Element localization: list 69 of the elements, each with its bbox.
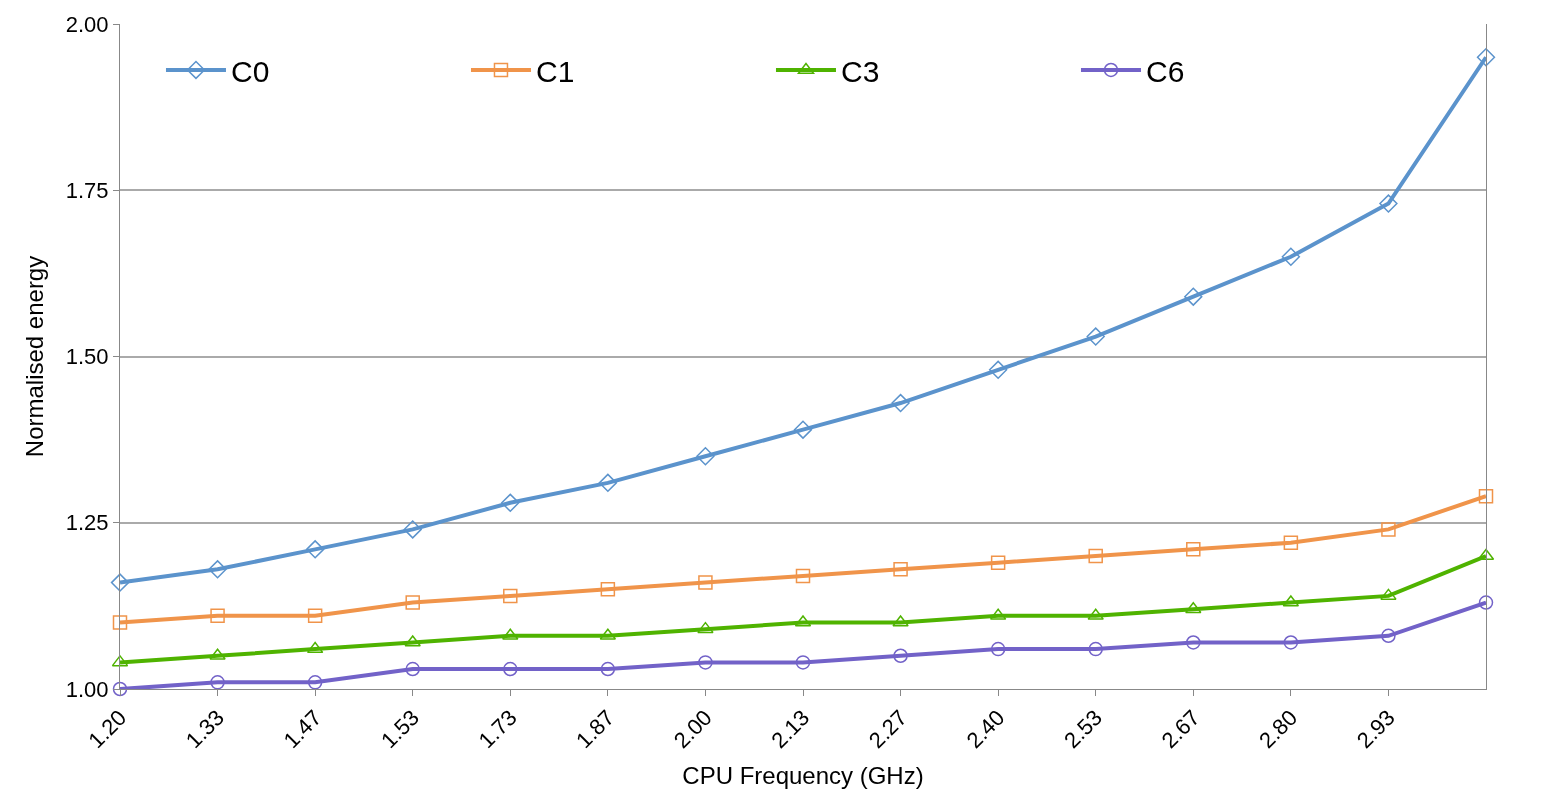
point [1087, 608, 1104, 620]
point [112, 681, 128, 697]
point [990, 641, 1006, 657]
point [307, 608, 323, 624]
point [210, 675, 225, 690]
y-tick-label: 1.50 [65, 344, 109, 370]
point [1088, 641, 1103, 657]
point [988, 360, 1008, 379]
point [891, 393, 910, 413]
point [1380, 588, 1397, 600]
point [1283, 535, 1299, 550]
point [1186, 635, 1201, 650]
point [209, 648, 226, 660]
point [696, 447, 715, 466]
point [893, 648, 908, 663]
point [305, 540, 325, 559]
point [697, 621, 714, 634]
point [208, 560, 227, 579]
point [405, 595, 420, 610]
x-tick-label: 1.53 [376, 705, 425, 753]
point [795, 568, 811, 584]
point [893, 562, 908, 577]
legend-label: C0 [230, 54, 270, 88]
point [990, 555, 1006, 570]
point [1379, 194, 1398, 213]
x-tick-label: 1.20 [83, 705, 132, 753]
legend-label: C3 [840, 54, 880, 88]
y-tick-label: 1.00 [65, 676, 109, 702]
point [1086, 327, 1105, 346]
point [404, 635, 421, 647]
point [1185, 601, 1202, 614]
point [1283, 635, 1299, 650]
point [502, 628, 519, 640]
point [307, 675, 323, 690]
x-tick-label: 1.73 [473, 705, 522, 753]
point [600, 661, 616, 677]
point [110, 573, 130, 592]
y-axis-title: Normalised energy [20, 255, 48, 458]
point [1184, 287, 1203, 306]
point [210, 608, 225, 624]
point [503, 588, 518, 604]
point [112, 615, 128, 630]
y-tick-label: 1.75 [65, 177, 109, 203]
x-axis-title: CPU Frequency (GHz) [682, 762, 924, 790]
legend-label: C6 [1145, 54, 1185, 88]
point [405, 661, 420, 677]
point [795, 655, 811, 670]
point [892, 615, 909, 627]
y-tick-label: 2.00 [65, 11, 109, 37]
point [1478, 595, 1494, 610]
point [698, 575, 713, 590]
legend-label: C1 [535, 54, 575, 88]
point [501, 493, 520, 512]
point [1381, 628, 1396, 644]
point [1186, 542, 1201, 557]
point [503, 661, 518, 677]
point [1088, 548, 1103, 564]
point [793, 420, 813, 439]
y-tick-label: 1.25 [65, 510, 109, 536]
point [1381, 522, 1396, 537]
point [1476, 48, 1496, 67]
point [598, 473, 618, 493]
point [1281, 247, 1301, 266]
point [306, 641, 324, 654]
x-tick-label: 1.33 [180, 705, 229, 753]
point [403, 520, 422, 539]
point [698, 655, 713, 670]
point [600, 582, 616, 597]
point [1478, 488, 1494, 504]
